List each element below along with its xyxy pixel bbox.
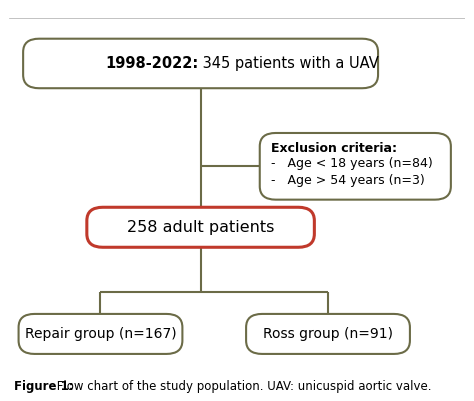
Text: Flow chart of the study population. UAV: unicuspid aortic valve.: Flow chart of the study population. UAV:… bbox=[53, 380, 431, 393]
Text: 258 adult patients: 258 adult patients bbox=[127, 220, 274, 235]
FancyBboxPatch shape bbox=[18, 314, 182, 354]
FancyBboxPatch shape bbox=[23, 39, 378, 88]
FancyBboxPatch shape bbox=[260, 133, 451, 200]
Text: Ross group (n=91): Ross group (n=91) bbox=[263, 327, 393, 341]
Text: Repair group (n=167): Repair group (n=167) bbox=[25, 327, 176, 341]
Text: -   Age > 54 years (n=3): - Age > 54 years (n=3) bbox=[271, 174, 425, 187]
Text: 1998-2022:: 1998-2022: bbox=[105, 56, 198, 71]
Text: Exclusion criteria:: Exclusion criteria: bbox=[271, 142, 397, 154]
Text: 345 patients with a UAV: 345 patients with a UAV bbox=[198, 56, 379, 71]
Text: -   Age < 18 years (n=84): - Age < 18 years (n=84) bbox=[271, 157, 433, 170]
FancyBboxPatch shape bbox=[246, 314, 410, 354]
Text: Figure 1:: Figure 1: bbox=[14, 380, 73, 393]
FancyBboxPatch shape bbox=[87, 207, 314, 247]
